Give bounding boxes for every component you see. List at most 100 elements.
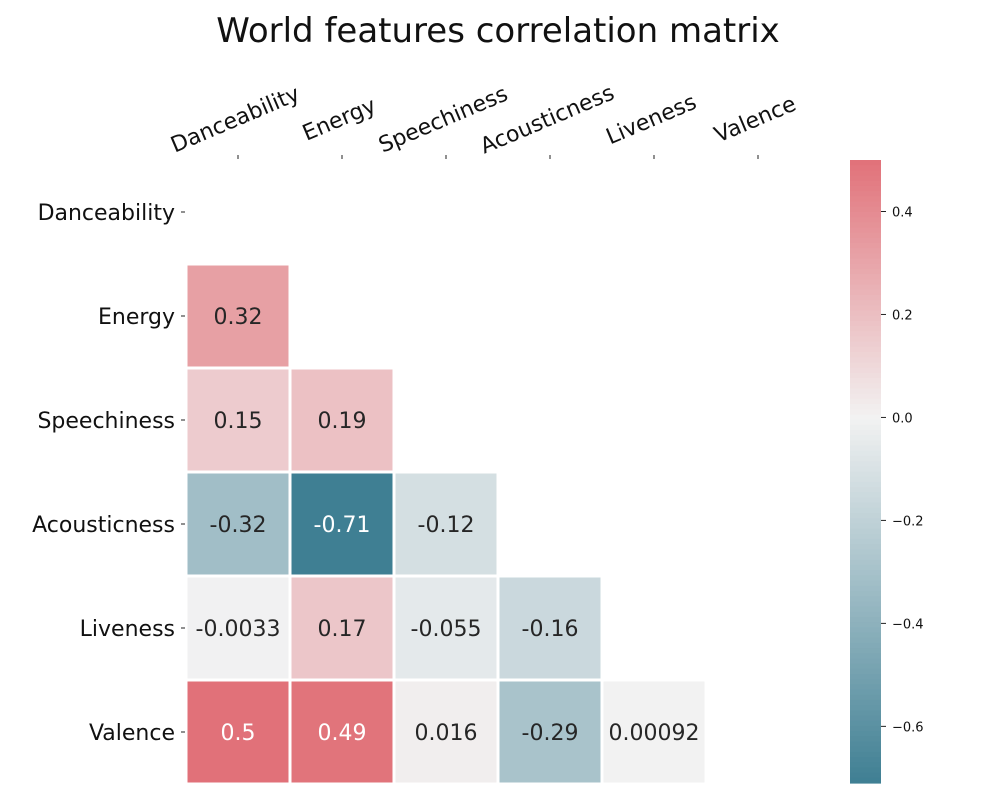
colorbar-band [850, 673, 881, 680]
colorbar-band [850, 243, 881, 249]
colorbar-band [850, 513, 881, 519]
colorbar-band [850, 404, 881, 410]
colorbar-band [850, 699, 881, 706]
colorbar-band [850, 653, 881, 659]
colorbar-band [850, 632, 881, 639]
colorbar-band [850, 305, 881, 312]
colorbar-band [850, 300, 881, 306]
colorbar-band [850, 622, 881, 628]
colorbar-band [850, 731, 881, 737]
cell-value-label: 0.00092 [609, 721, 700, 746]
colorbar-band [850, 533, 881, 540]
colorbar-band [850, 564, 881, 571]
row-label: Energy [98, 305, 175, 330]
heatmap-cell [496, 574, 604, 682]
colorbar-band [850, 637, 881, 644]
colorbar-band [850, 461, 881, 467]
colorbar-band [850, 393, 881, 400]
colorbar-band [850, 710, 881, 717]
heatmap-cells: 0.32 0.15 0.19 -0.32 -0.71 -0.12 -0.0033 0.17 -0… [184, 262, 708, 786]
heatmap-cell [392, 470, 500, 578]
column-label: Energy [299, 93, 380, 146]
colorbar-band [850, 575, 881, 582]
colorbar-tick-label: −0.4 [892, 617, 924, 632]
colorbar-band [850, 398, 881, 405]
colorbar-band [850, 590, 881, 597]
row-label: Acousticness [32, 513, 175, 538]
row-label: Speechiness [37, 409, 175, 434]
colorbar-band [850, 289, 881, 296]
column-labels: DanceabilityEnergySpeechinessAcousticnes… [167, 81, 800, 160]
colorbar-band [850, 772, 881, 779]
colorbar-band [850, 196, 881, 203]
colorbar-band [850, 549, 881, 556]
heatmap-cell [184, 366, 292, 474]
colorbar-band [850, 492, 881, 499]
colorbar-band [850, 274, 881, 281]
colorbar-band [850, 596, 881, 602]
colorbar-band [850, 175, 881, 182]
colorbar-band [850, 160, 881, 166]
colorbar-band [850, 746, 881, 753]
colorbar-band [850, 165, 881, 171]
colorbar-band [850, 741, 881, 748]
cell-value-label: -0.29 [522, 721, 579, 746]
colorbar-band [850, 206, 881, 213]
colorbar-band [850, 357, 881, 364]
colorbar-band [850, 284, 881, 291]
colorbar-band [850, 367, 881, 374]
colorbar-tick-label: −0.2 [892, 514, 924, 529]
colorbar-band [850, 725, 881, 732]
column-label: Valence [711, 92, 800, 149]
colorbar-band [850, 720, 881, 727]
colorbar-band [850, 445, 881, 452]
colorbar-band [850, 450, 881, 457]
colorbar-band [850, 227, 881, 234]
colorbar-band [850, 762, 881, 769]
colorbar-band [850, 507, 881, 514]
colorbar-band [850, 648, 881, 654]
colorbar-band [850, 258, 881, 265]
colorbar-band [850, 320, 881, 327]
heatmap-cell [288, 678, 396, 786]
heatmap-cell [496, 678, 604, 786]
heatmap-cell [184, 262, 292, 370]
colorbar-band [850, 191, 881, 197]
colorbar-band [850, 294, 881, 301]
chart-title: World features correlation matrix [216, 11, 780, 51]
cell-value-label: 0.19 [318, 409, 367, 434]
colorbar-band [850, 538, 881, 545]
colorbar-band [850, 336, 881, 343]
colorbar-band [850, 269, 881, 275]
colorbar-band [850, 310, 881, 317]
colorbar-band [850, 679, 881, 685]
colorbar-band [850, 372, 881, 379]
colorbar-band [850, 580, 881, 587]
heatmap-cell [288, 574, 396, 682]
cell-value-label: -0.0033 [196, 617, 281, 642]
colorbar-band [850, 424, 881, 431]
colorbar-band [850, 487, 881, 493]
colorbar: 0.4 0.2 0.0 −0.2 −0.4 −0.6 [850, 160, 924, 784]
row-label: Valence [89, 721, 175, 746]
colorbar-band [850, 518, 881, 525]
colorbar-band [850, 253, 881, 260]
colorbar-band [850, 414, 881, 421]
colorbar-band [850, 429, 881, 436]
colorbar-band [850, 694, 881, 701]
colorbar-band [850, 523, 881, 530]
row-labels: Danceability Energy Speechiness Acousticnes… [32, 201, 185, 746]
colorbar-band [850, 346, 881, 353]
colorbar-band [850, 455, 881, 462]
colorbar-band [850, 471, 881, 478]
colorbar-band [850, 559, 881, 566]
colorbar-band [850, 767, 881, 774]
colorbar-band [850, 232, 881, 239]
colorbar-band [850, 476, 881, 483]
cell-value-label: -0.055 [411, 617, 482, 642]
cell-value-label: -0.16 [522, 617, 579, 642]
colorbar-band [850, 684, 881, 691]
colorbar-band [850, 497, 881, 504]
colorbar-band [850, 388, 881, 395]
